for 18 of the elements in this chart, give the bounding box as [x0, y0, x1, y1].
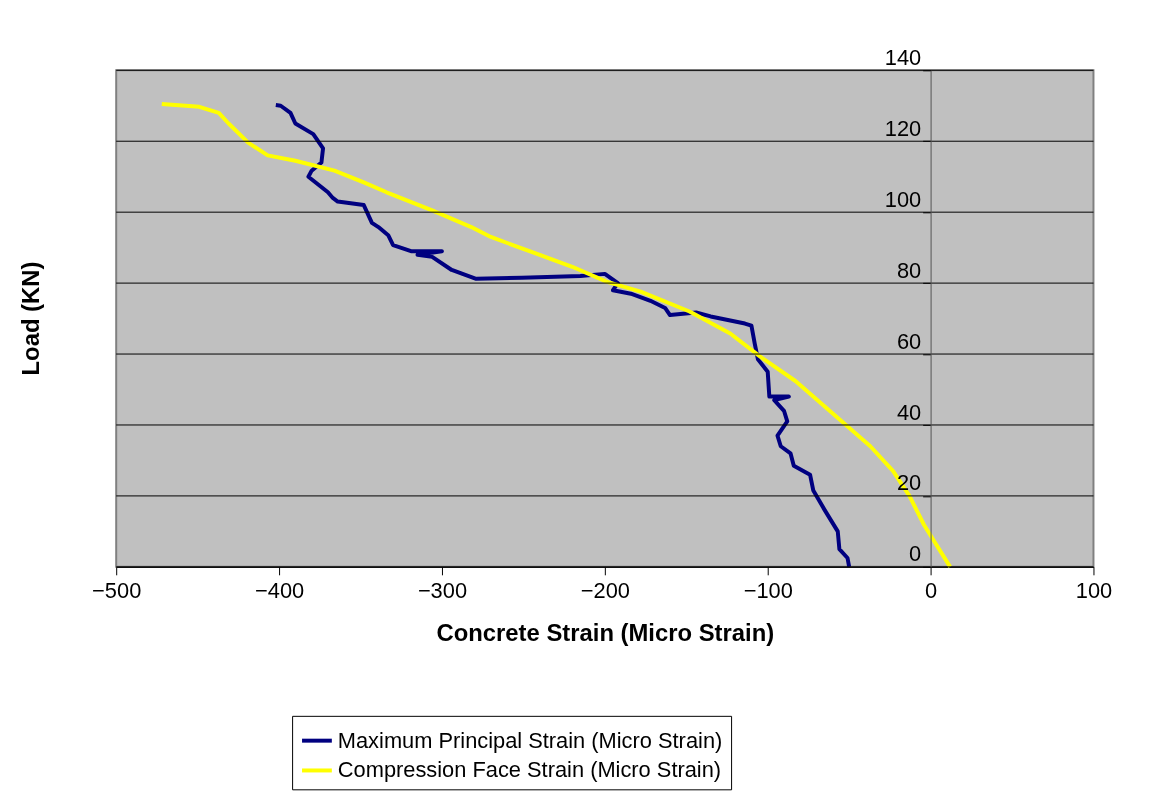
legend-label: Compression Face Strain (Micro Strain): [337, 757, 722, 783]
x-axis-title: Concrete Strain (Micro Strain): [436, 618, 775, 646]
x-tick-label: 0: [925, 578, 938, 604]
x-tick-label: −300: [417, 578, 468, 604]
x-tick-label: −200: [580, 578, 630, 604]
x-tick-label: 100: [1075, 578, 1113, 604]
y-tick-label: 0: [909, 541, 922, 567]
x-tick-label: −500: [92, 578, 142, 604]
y-tick-label: 140: [884, 44, 922, 70]
x-tick-label: −100: [743, 578, 793, 604]
y-axis-title: Load (KN): [16, 261, 44, 376]
y-tick-label: 80: [896, 257, 922, 283]
y-tick-label: 120: [884, 115, 922, 141]
legend-label: Maximum Principal Strain (Micro Strain): [337, 727, 723, 753]
y-tick-label: 40: [896, 399, 922, 425]
x-tick-label: −400: [254, 578, 305, 604]
y-tick-label: 60: [896, 328, 922, 354]
y-tick-label: 100: [884, 186, 922, 212]
